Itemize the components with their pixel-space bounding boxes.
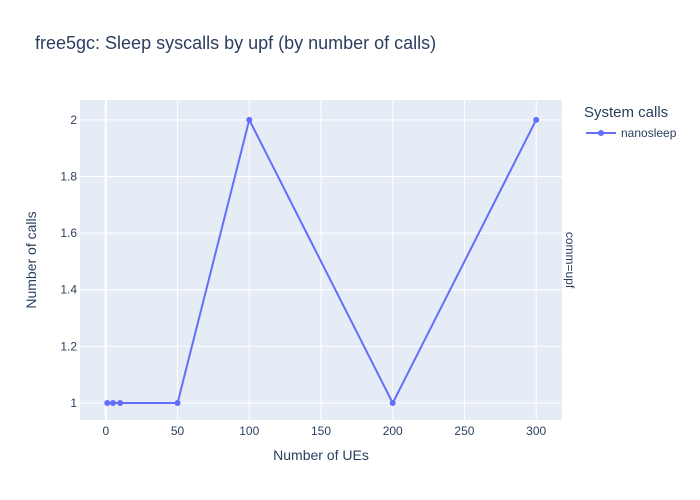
chart-title: free5gc: Sleep syscalls by upf (by numbe… [35,33,437,53]
data-point[interactable] [533,116,540,123]
y-tick-label: 1.8 [60,169,77,183]
x-tick-label: 150 [311,424,331,438]
x-tick-labels: 0 50 100 150 200 250 300 [102,424,546,438]
series-layer [104,116,540,407]
legend-title: System calls [584,104,669,121]
data-point[interactable] [104,400,111,407]
data-point[interactable] [174,400,181,407]
facet-label: comm=upf [563,232,577,289]
legend-line-marker-icon [586,130,616,136]
y-tick-label: 1 [70,396,77,410]
y-tick-label: 1.2 [60,339,77,353]
legend-label: nanosleep [621,126,677,140]
x-tick-label: 300 [526,424,546,438]
data-point[interactable] [389,400,396,407]
y-tick-label: 2 [70,113,77,127]
x-tick-label: 50 [171,424,185,438]
x-tick-label: 200 [383,424,403,438]
data-point[interactable] [117,400,124,407]
y-axis-label: Number of calls [23,211,39,308]
data-point[interactable] [246,116,253,123]
y-tick-label: 1.4 [60,283,77,297]
x-tick-label: 250 [454,424,474,438]
x-axis-label: Number of UEs [273,447,369,463]
y-tick-labels: 1 1.2 1.4 1.6 1.8 2 [60,113,77,410]
x-tick-label: 0 [102,424,109,438]
x-tick-label: 100 [239,424,259,438]
y-gridlines [80,119,562,404]
y-tick-label: 1.6 [60,226,77,240]
data-point[interactable] [109,400,116,407]
legend-item-nanosleep[interactable]: nanosleep [586,124,676,142]
